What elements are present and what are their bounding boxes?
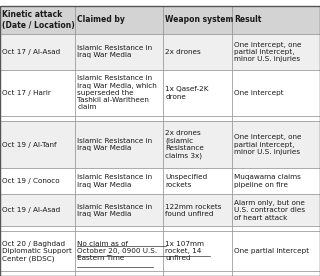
Bar [0,227,75,231]
Text: 1x 107mm
rocket, 14
unfired: 1x 107mm rocket, 14 unfired [165,241,204,261]
Bar [0,168,75,194]
Bar [232,116,320,121]
Bar [163,227,232,231]
Text: Kinetic attack
(Date / Location): Kinetic attack (Date / Location) [2,10,75,30]
Text: Muqawama claims
pipeline on fire: Muqawama claims pipeline on fire [234,174,301,188]
Bar [232,271,320,276]
Bar [163,116,232,121]
Text: Unspecified
rockets: Unspecified rockets [165,174,208,188]
Bar [163,121,232,168]
Bar [75,70,163,116]
Bar [163,231,232,271]
Text: 1x Qasef-2K
drone: 1x Qasef-2K drone [165,86,209,100]
Text: Oct 17 / Al-Asad: Oct 17 / Al-Asad [2,49,60,55]
Text: Islamic Resistance in
Iraq War Media: Islamic Resistance in Iraq War Media [77,138,153,151]
Bar [75,121,163,168]
Text: Claimed by: Claimed by [77,15,125,24]
Bar [75,168,163,194]
Bar [232,194,320,227]
Text: One partial intercept: One partial intercept [234,248,309,254]
Text: Alarm only, but one
U.S. contractor dies
of heart attack: Alarm only, but one U.S. contractor dies… [234,200,305,221]
Text: No claim as of
October 20, 0900 U.S.
Eastern Time: No claim as of October 20, 0900 U.S. Eas… [77,241,157,261]
Text: Islamic Resistance in
Iraq War Media: Islamic Resistance in Iraq War Media [77,45,153,59]
Bar [0,34,75,70]
Text: 122mm rockets
found unfired: 122mm rockets found unfired [165,204,222,217]
Text: Oct 17 / Harir: Oct 17 / Harir [2,90,51,96]
Bar [232,121,320,168]
Bar [0,231,75,271]
Bar [75,231,163,271]
Text: Islamic Resistance in
Iraq War Media: Islamic Resistance in Iraq War Media [77,174,153,188]
Bar [163,194,232,227]
Bar [0,116,75,121]
Text: Oct 19 / Al-Tanf: Oct 19 / Al-Tanf [2,142,57,148]
Bar [163,271,232,276]
Bar [0,70,75,116]
Bar [163,168,232,194]
Bar [75,271,163,276]
Bar [75,6,163,34]
Bar [232,231,320,271]
Bar [75,116,163,121]
Text: One intercept, one
partial intercept,
minor U.S. injuries: One intercept, one partial intercept, mi… [234,42,302,62]
Bar [232,70,320,116]
Text: Islamic Resistance in
Iraq War Media, which
superseded the
Tashkil al-Waritheen
: Islamic Resistance in Iraq War Media, wh… [77,75,157,110]
Bar [0,194,75,227]
Text: Oct 19 / Al-Asad: Oct 19 / Al-Asad [2,207,60,213]
Bar [75,34,163,70]
Text: One intercept, one
partial intercept,
minor U.S. injuries: One intercept, one partial intercept, mi… [234,134,302,155]
Bar [163,6,232,34]
Bar [0,271,75,276]
Text: One intercept: One intercept [234,90,284,96]
Bar [0,6,75,34]
Bar [75,227,163,231]
Bar [232,34,320,70]
Text: Islamic Resistance in
Iraq War Media: Islamic Resistance in Iraq War Media [77,204,153,217]
Text: Result: Result [234,15,262,24]
Text: Weapon system: Weapon system [165,15,234,24]
Bar [163,34,232,70]
Bar [75,194,163,227]
Bar [232,227,320,231]
Bar [163,70,232,116]
Text: 2x drones
(Islamic
Resistance
claims 3x): 2x drones (Islamic Resistance claims 3x) [165,130,204,159]
Bar [0,121,75,168]
Text: Oct 20 / Baghdad
Diplomatic Support
Center (BDSC): Oct 20 / Baghdad Diplomatic Support Cent… [2,241,72,262]
Text: 2x drones: 2x drones [165,49,201,55]
Text: Oct 19 / Conoco: Oct 19 / Conoco [2,178,60,184]
Bar [232,6,320,34]
Bar [232,168,320,194]
